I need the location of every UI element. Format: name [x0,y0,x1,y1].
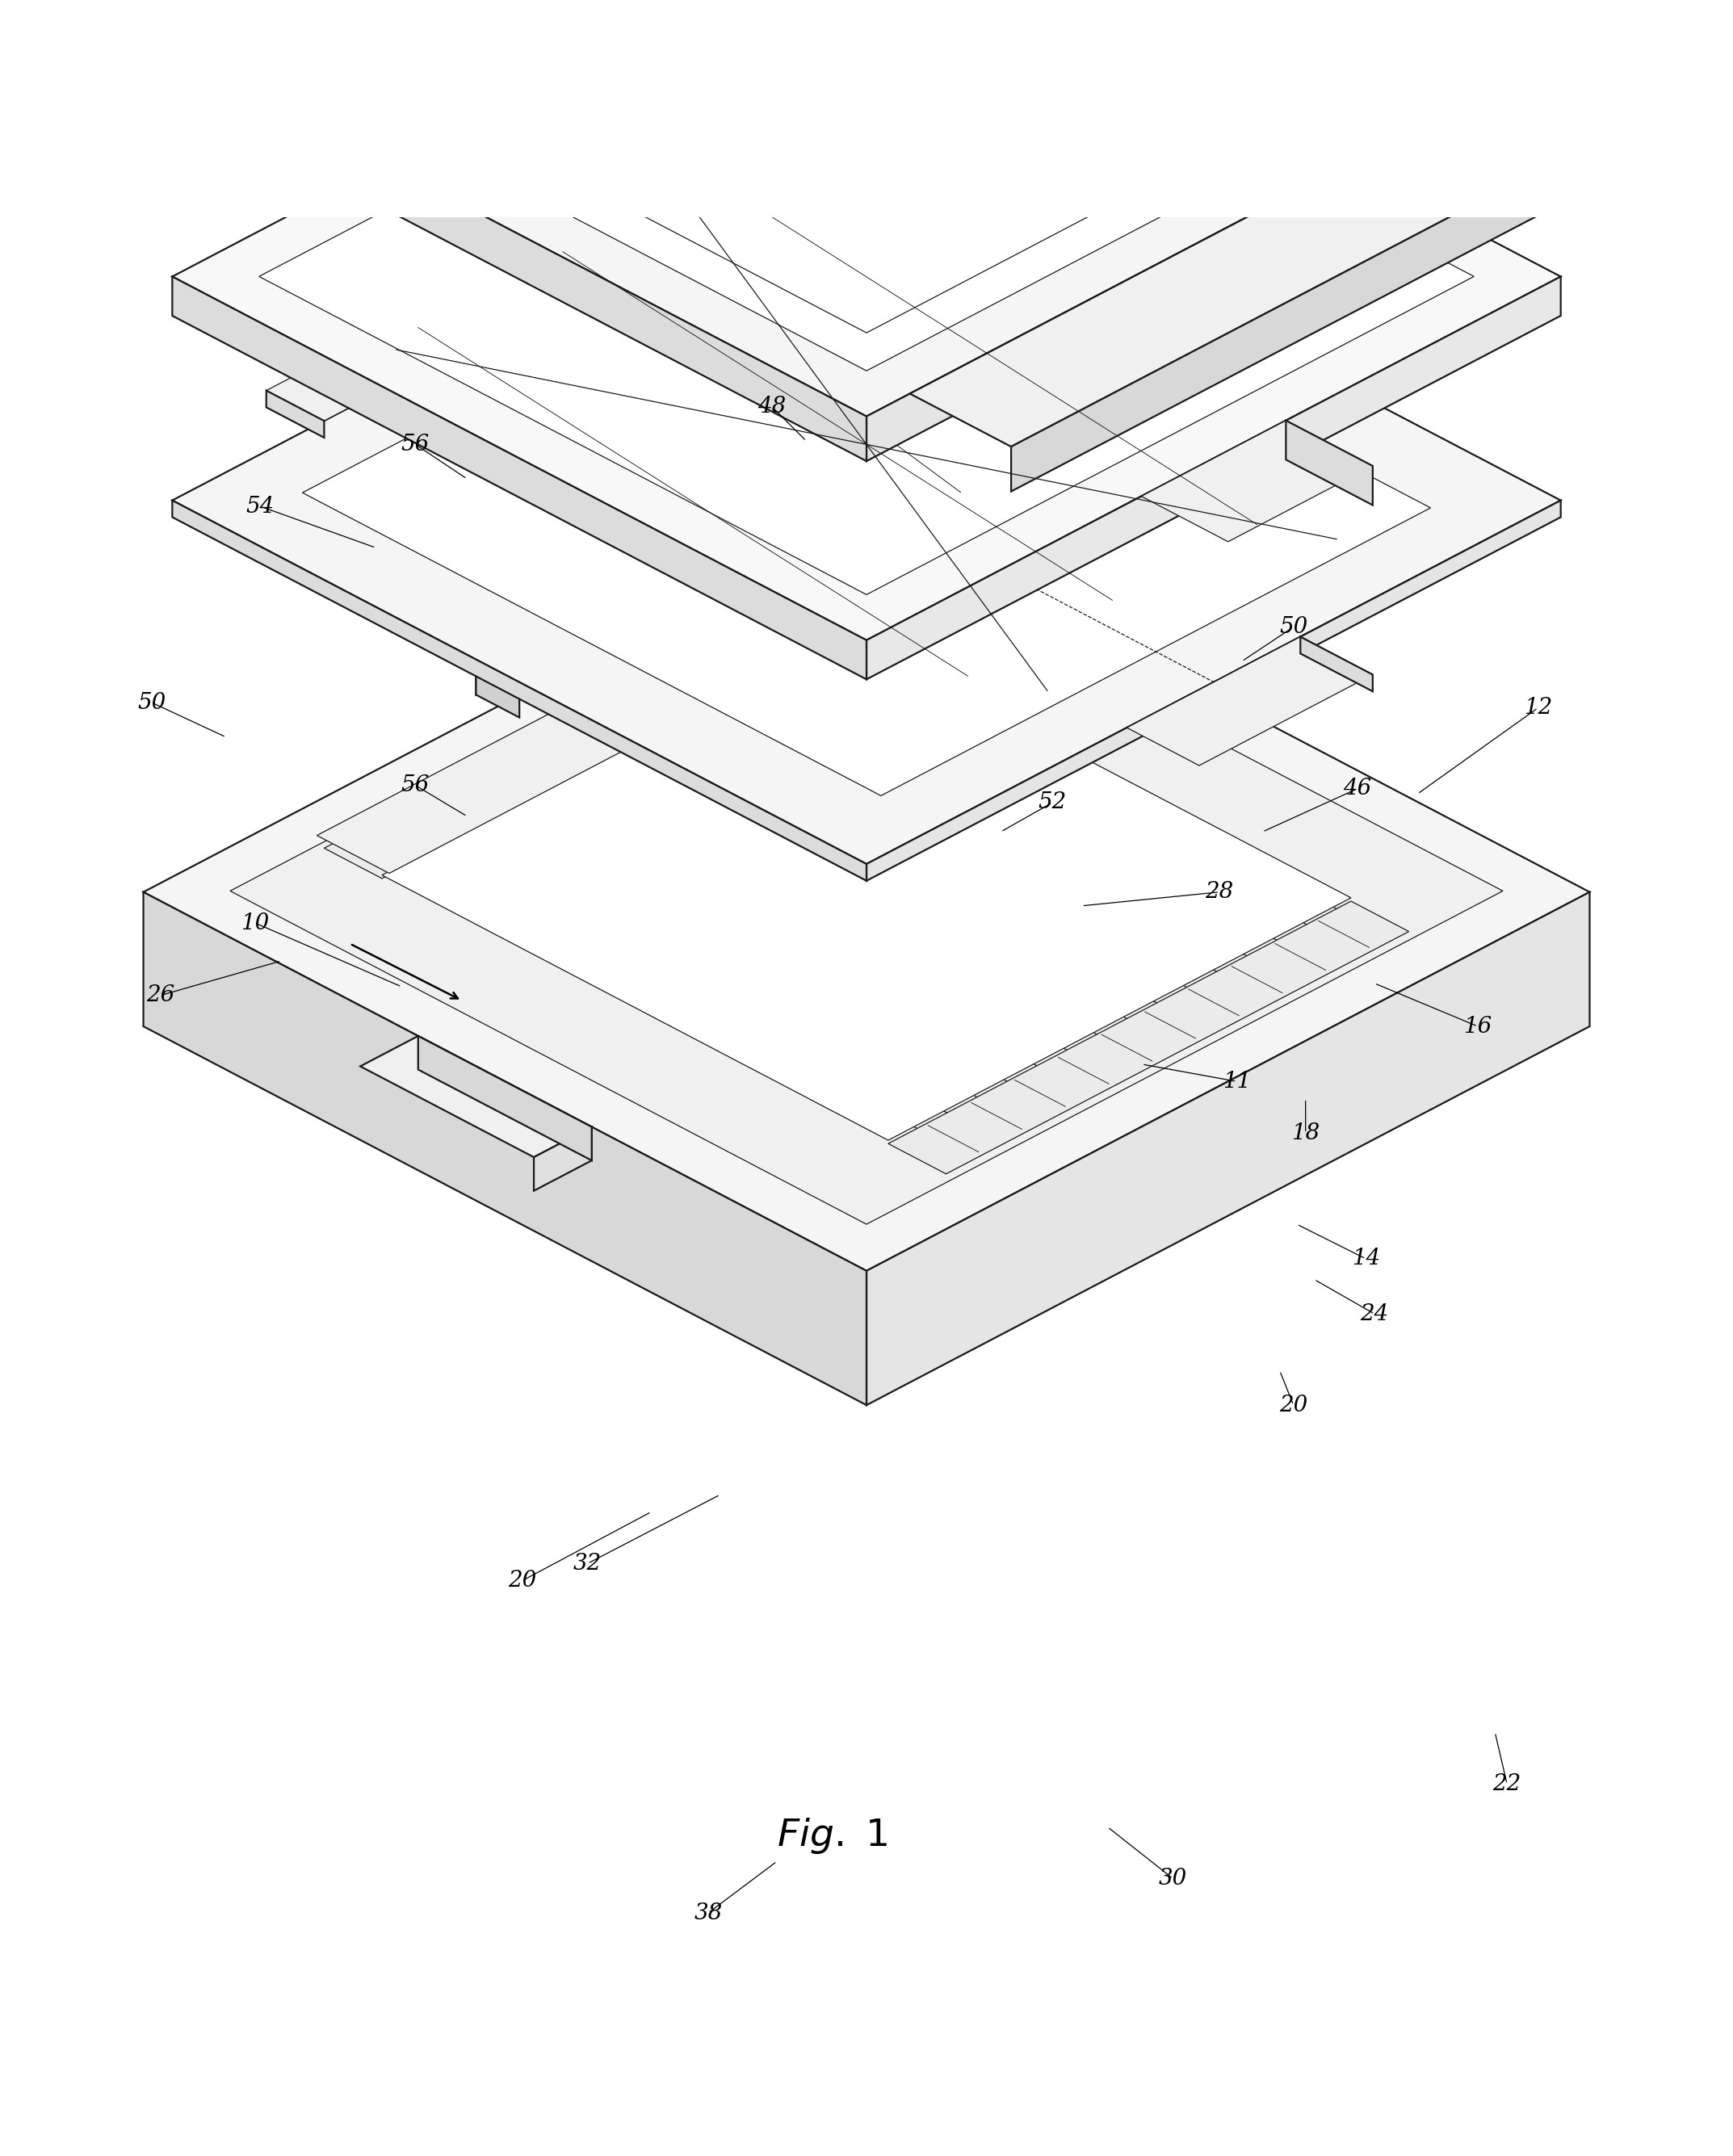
Polygon shape [303,205,1430,796]
Polygon shape [172,52,866,461]
Polygon shape [477,634,591,694]
Polygon shape [1418,0,1444,9]
Polygon shape [172,500,866,882]
Text: 10: 10 [241,912,270,934]
Text: 18: 18 [1291,1121,1321,1145]
Text: 16: 16 [1463,1015,1492,1037]
Polygon shape [1300,636,1373,692]
Text: 20: 20 [1279,1395,1308,1416]
Polygon shape [317,593,853,873]
Polygon shape [577,229,634,274]
Polygon shape [1140,80,1263,144]
Polygon shape [1074,11,1198,75]
Polygon shape [1048,0,1170,47]
Polygon shape [866,893,1589,1406]
Polygon shape [258,0,1475,371]
Polygon shape [866,500,1561,882]
Text: 20: 20 [508,1570,537,1591]
Polygon shape [866,276,1561,679]
Polygon shape [172,136,1561,865]
Polygon shape [172,0,1561,640]
Text: 46: 46 [1343,778,1371,800]
Polygon shape [267,390,324,438]
Text: $\mathit{Fig.}\ 1$: $\mathit{Fig.}\ 1$ [776,1815,887,1856]
Polygon shape [866,52,1561,461]
Polygon shape [267,345,411,420]
Text: 38: 38 [693,1902,723,1923]
Polygon shape [1126,636,1373,765]
Polygon shape [1444,0,1530,9]
Polygon shape [570,584,686,647]
Polygon shape [910,315,1026,375]
Polygon shape [1286,420,1373,505]
Polygon shape [258,0,1475,595]
Polygon shape [1203,37,1296,84]
Polygon shape [866,231,983,291]
Polygon shape [1035,0,1158,32]
Polygon shape [144,513,1589,1270]
Polygon shape [1111,6,1206,56]
Text: 11: 11 [1222,1072,1251,1093]
Polygon shape [1126,65,1249,129]
Polygon shape [331,0,1402,332]
Text: 56: 56 [400,433,430,455]
Text: 14: 14 [1352,1248,1379,1270]
Polygon shape [1066,0,1161,43]
Polygon shape [230,558,1503,1225]
Text: 24: 24 [1360,1302,1388,1324]
Text: 52: 52 [1038,791,1068,813]
Polygon shape [477,673,520,718]
Polygon shape [889,901,1409,1173]
Polygon shape [939,0,1546,32]
Polygon shape [1087,24,1210,88]
Polygon shape [1021,0,1114,28]
Polygon shape [823,147,939,209]
Text: 26: 26 [146,985,175,1007]
Text: 30: 30 [1159,1867,1187,1889]
Polygon shape [664,614,816,694]
Text: 28: 28 [1204,882,1234,903]
Polygon shape [1152,93,1275,157]
Text: 54: 54 [246,496,274,517]
Polygon shape [534,1128,591,1190]
Polygon shape [570,584,643,645]
Polygon shape [976,0,1069,15]
Polygon shape [354,778,504,858]
Polygon shape [570,623,613,668]
Polygon shape [324,606,844,877]
Text: 50: 50 [1279,617,1308,638]
Polygon shape [844,190,960,250]
Polygon shape [577,183,723,259]
Polygon shape [1156,22,1251,71]
Polygon shape [1061,0,1184,60]
Polygon shape [172,0,1561,416]
Polygon shape [1010,129,1619,492]
Polygon shape [381,632,1352,1141]
Polygon shape [172,276,866,679]
Polygon shape [360,1037,591,1158]
Polygon shape [801,106,917,166]
Polygon shape [889,272,1003,334]
Text: 22: 22 [1492,1772,1522,1794]
Polygon shape [1430,0,1546,88]
Polygon shape [1021,0,1144,19]
Text: 12: 12 [1523,696,1553,718]
Polygon shape [418,1037,591,1160]
Polygon shape [477,634,548,694]
Polygon shape [1518,75,1619,172]
Polygon shape [1142,420,1373,541]
Text: 56: 56 [400,774,430,796]
Text: 32: 32 [574,1552,601,1574]
Polygon shape [144,893,866,1406]
Text: 48: 48 [757,397,787,418]
Polygon shape [939,0,1430,88]
Text: 50: 50 [137,692,166,714]
Polygon shape [1100,39,1223,101]
Polygon shape [1113,52,1236,116]
Polygon shape [910,75,1619,446]
